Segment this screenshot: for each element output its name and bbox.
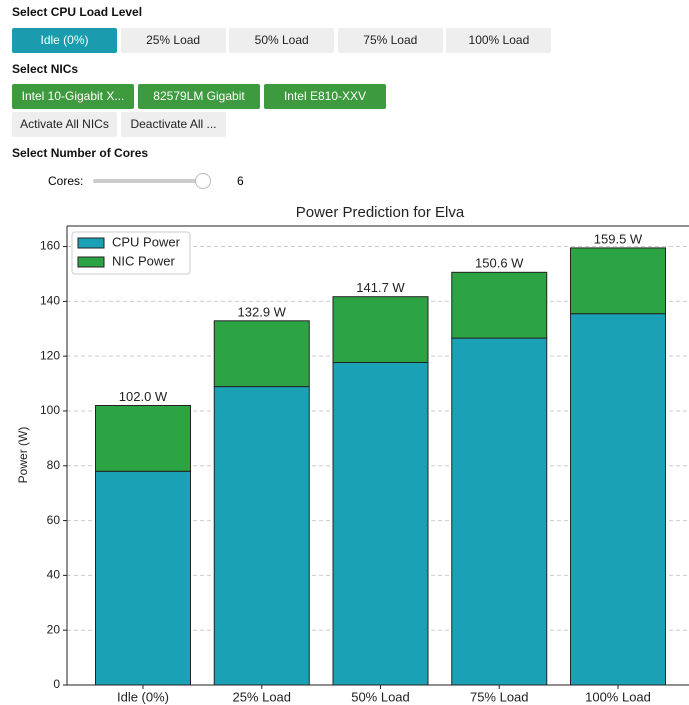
load-button[interactable]: Idle (0%): [12, 28, 117, 53]
bar-segment: [451, 271, 548, 339]
bar-segment: [213, 386, 310, 686]
slider-track[interactable]: [93, 179, 203, 183]
nic-button[interactable]: Intel 10-Gigabit X...: [12, 84, 134, 109]
bar-segment: [570, 313, 666, 686]
y-tick-label: 20: [47, 622, 61, 636]
total-label: 132.9 W: [238, 304, 287, 319]
load-button[interactable]: 50% Load: [229, 28, 335, 53]
load-button[interactable]: 25% Load: [120, 28, 226, 53]
y-tick-label: 100: [40, 403, 60, 417]
y-tick-label: 0: [53, 677, 60, 691]
x-tick-label: 75% Load: [470, 689, 529, 704]
y-tick-label: 60: [47, 513, 61, 527]
bar-segment: [451, 337, 548, 686]
total-label: 159.5 W: [594, 231, 643, 246]
y-tick-label: 40: [47, 568, 61, 582]
x-tick-label: 50% Load: [351, 689, 410, 704]
load-button[interactable]: 100% Load: [446, 28, 552, 53]
slider-value: 6: [237, 174, 244, 188]
y-tick-label: 160: [40, 239, 60, 253]
legend-swatch: [77, 256, 105, 268]
y-axis-label: Power (W): [16, 427, 30, 484]
section-label: Select CPU Load Level: [12, 5, 143, 19]
nic-button[interactable]: Intel E810-XXV: [264, 84, 386, 109]
section-label: Select NICs: [12, 62, 79, 76]
bar-segment: [95, 470, 191, 686]
load-button[interactable]: 75% Load: [337, 28, 443, 53]
x-tick-label: 100% Load: [585, 689, 651, 704]
bar-segment: [332, 296, 429, 363]
x-tick-label: Idle (0%): [117, 689, 169, 704]
y-tick-label: 120: [40, 348, 60, 362]
nic-button[interactable]: 82579LM Gigabit: [138, 84, 260, 109]
legend-swatch: [77, 237, 105, 249]
section-label: Select Number of Cores: [12, 146, 149, 160]
y-tick-label: 80: [47, 458, 61, 472]
bar-segment: [95, 404, 191, 472]
bar-segment: [570, 247, 666, 315]
total-label: 141.7 W: [356, 280, 405, 295]
total-label: 150.6 W: [475, 256, 524, 271]
bar-segment: [332, 361, 429, 686]
legend-label: CPU Power: [112, 234, 181, 249]
y-tick-label: 140: [40, 294, 60, 308]
nic-action-button[interactable]: Deactivate All ...: [121, 112, 226, 137]
legend-label: NIC Power: [112, 253, 176, 268]
slider-label: Cores:: [48, 174, 84, 188]
chart-title: Power Prediction for Elva: [296, 204, 465, 221]
bar-segment: [213, 320, 310, 388]
total-label: 102.0 W: [119, 389, 168, 404]
slider-knob[interactable]: [195, 173, 211, 189]
nic-action-button[interactable]: Activate All NICs: [12, 112, 117, 137]
x-tick-label: 25% Load: [232, 689, 291, 704]
